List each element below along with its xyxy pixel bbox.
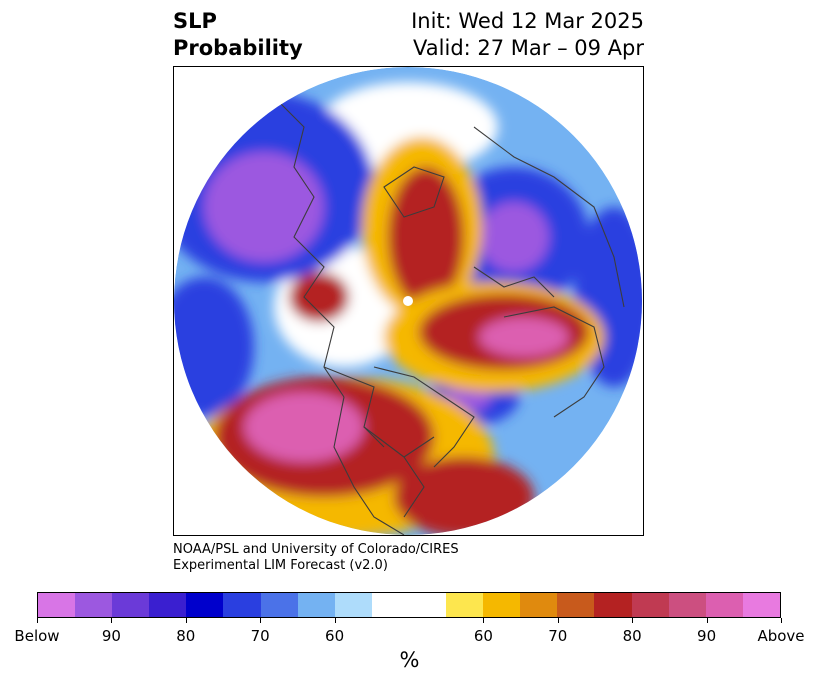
colorbar-tick: [334, 618, 336, 623]
colorbar-tick-label: 80: [622, 627, 642, 645]
colorbar-segment: [38, 593, 76, 617]
high-core-europe: [479, 317, 569, 357]
colorbar-ticks: Below 90 80 70 60 60 70 80 90 Above: [0, 618, 819, 648]
coastlines: [233, 76, 625, 535]
coastline-path: [473, 266, 555, 298]
polar-map: [173, 66, 644, 536]
colorbar-tick: [37, 618, 38, 623]
colorbar-tick-label: 70: [250, 627, 270, 645]
colorbar-segment: [149, 593, 187, 617]
colorbar-tick-label: 90: [697, 627, 717, 645]
colorbar-segment: [75, 593, 113, 617]
low-core-east: [479, 202, 549, 272]
coastline-path: [503, 306, 605, 418]
colorbar-segment: [371, 593, 409, 617]
low-core-west: [204, 152, 324, 262]
colorbar-tick: [706, 618, 708, 623]
title-line-2: Probability: [173, 36, 303, 60]
colorbar-tick-label: 60: [325, 627, 345, 645]
chart-title: SLP Probability: [173, 8, 303, 62]
colorbar-tick-label: 70: [548, 627, 568, 645]
north-pole-marker: [403, 296, 413, 306]
coastline-path: [333, 396, 405, 535]
colorbar-tick-label: Below: [14, 627, 60, 645]
valid-dates: Valid: 27 Mar – 09 Apr: [413, 36, 644, 60]
credit-line-1: NOAA/PSL and University of Colorado/CIRE…: [173, 542, 459, 557]
colorbar-segment: [520, 593, 558, 617]
high-core-america: [244, 392, 364, 462]
colorbar-tick: [260, 618, 262, 623]
coastline-path: [233, 76, 345, 398]
colorbar-tick: [185, 618, 187, 623]
probability-map-svg: [174, 67, 642, 535]
credit-text: NOAA/PSL and University of Colorado/CIRE…: [173, 542, 459, 574]
colorbar-segment: [408, 593, 447, 617]
colorbar-tick: [632, 618, 634, 623]
colorbar-segment: [112, 593, 150, 617]
colorbar-segment: [668, 593, 706, 617]
colorbar-segment: [186, 593, 224, 617]
colorbar-segment: [705, 593, 743, 617]
colorbar-segment: [260, 593, 298, 617]
colorbar-tick: [781, 618, 782, 623]
credit-line-2: Experimental LIM Forecast (v2.0): [173, 558, 388, 573]
coastline-path: [323, 366, 425, 518]
high-anomaly-atlantic: [394, 457, 534, 535]
colorbar-segment: [297, 593, 335, 617]
colorbar-tick-label: Above: [757, 627, 805, 645]
colorbar-tick: [557, 618, 559, 623]
colorbar-segment: [742, 593, 780, 617]
colorbar-tick-label: 80: [176, 627, 196, 645]
colorbar: [37, 592, 781, 618]
colorbar-tick: [483, 618, 485, 623]
colorbar-tick-label: 90: [101, 627, 121, 645]
high-core-small: [289, 272, 349, 322]
colorbar-segment: [334, 593, 372, 617]
high-core-arctic: [388, 167, 464, 307]
coastline-path: [373, 366, 475, 468]
colorbar-segment: [594, 593, 632, 617]
init-valid-dates: Init: Wed 12 Mar 2025 Valid: 27 Mar – 09…: [411, 8, 644, 62]
coastline-path: [383, 166, 445, 218]
anomaly-field: [174, 82, 642, 535]
init-date: Init: Wed 12 Mar 2025: [411, 9, 644, 33]
colorbar-tick-label: 60: [473, 627, 493, 645]
colorbar-segment: [483, 593, 521, 617]
colorbar-segment: [223, 593, 261, 617]
colorbar-segment: [446, 593, 484, 617]
coastline-path: [473, 126, 625, 308]
coastline-path: [363, 426, 435, 458]
colorbar-segment: [631, 593, 669, 617]
colorbar-tick: [111, 618, 113, 623]
title-line-1: SLP: [173, 9, 217, 33]
colorbar-segment: [557, 593, 595, 617]
colorbar-unit-label: %: [399, 648, 420, 672]
